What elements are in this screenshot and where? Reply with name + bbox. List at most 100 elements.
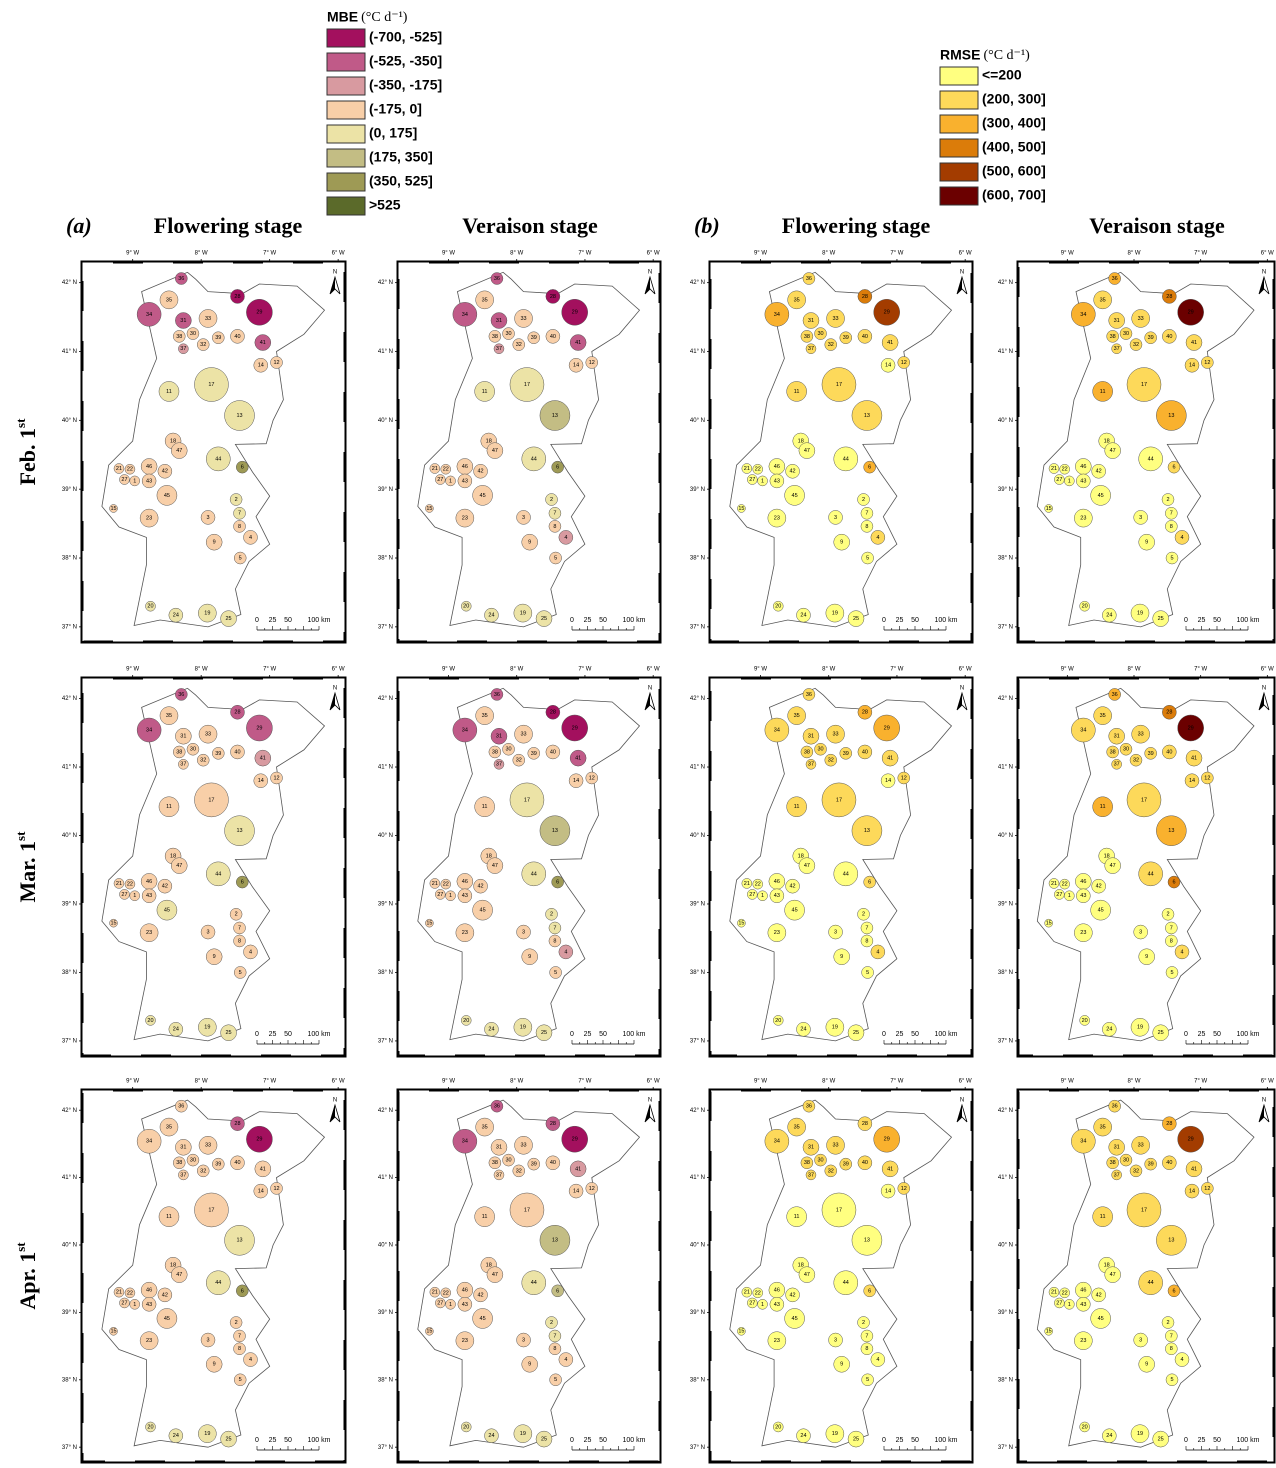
region-id: 21 <box>1051 1290 1057 1296</box>
region-id: 5 <box>1170 555 1173 561</box>
lat-tick-label: 39° N <box>690 902 705 908</box>
lon-tick-label: 8° W <box>510 667 523 673</box>
lat-tick-label: 38° N <box>378 1377 393 1383</box>
region-id: 37 <box>1114 346 1120 352</box>
region-id: 35 <box>1100 297 1106 303</box>
region-id: 28 <box>234 1121 240 1127</box>
lat-tick-label: 39° N <box>62 1310 77 1316</box>
lon-tick-label: 8° W <box>195 1079 208 1085</box>
lat-tick-label: 37° N <box>690 624 705 630</box>
scale-label: 50 <box>911 617 919 624</box>
legend-label: >525 <box>369 197 401 213</box>
region-id: 2 <box>550 497 553 503</box>
region-id: 36 <box>178 1104 184 1110</box>
region-id: 19 <box>832 1025 838 1031</box>
map-panel: 3635343133282938303239403741141217111318… <box>998 251 1274 642</box>
region-id: 4 <box>1180 535 1183 541</box>
region-id: 25 <box>853 616 859 622</box>
region-id: 12 <box>1204 1186 1210 1192</box>
region-id: 9 <box>213 540 216 546</box>
region-id: 44 <box>843 1280 849 1286</box>
scale-label: 50 <box>1213 1031 1221 1038</box>
region-id: 33 <box>205 732 211 738</box>
region-id: 47 <box>492 448 498 454</box>
region-id: 32 <box>1133 1168 1139 1174</box>
region-id: 41 <box>575 340 581 346</box>
region-id: 40 <box>862 749 868 755</box>
region-id: 31 <box>180 1145 186 1151</box>
region-id: 9 <box>528 1362 531 1368</box>
lat-tick-label: 40° N <box>62 833 77 839</box>
region-id: 29 <box>572 1137 578 1143</box>
region-id: 1 <box>449 893 452 899</box>
region-id: 12 <box>589 775 595 781</box>
region-id: 7 <box>865 925 868 931</box>
region-id: 23 <box>146 930 152 936</box>
region-id: 45 <box>480 908 486 914</box>
region-id: 12 <box>901 775 907 781</box>
legend-label: <=200 <box>982 67 1022 83</box>
region-id: 21 <box>116 1290 122 1296</box>
region-id: 30 <box>505 747 511 753</box>
north-label: N <box>648 270 652 276</box>
region-id: 12 <box>1204 360 1210 366</box>
region-id: 41 <box>1191 1166 1197 1172</box>
lat-tick-label: 41° N <box>690 349 705 355</box>
region-id: 14 <box>573 778 579 784</box>
region-id: 8 <box>553 938 556 944</box>
region-id: 35 <box>794 297 800 303</box>
region-id: 47 <box>804 863 810 869</box>
scale-label: 25 <box>1198 617 1206 624</box>
region-id: 20 <box>775 1018 781 1024</box>
region-id: 20 <box>463 604 469 610</box>
lat-tick-label: 42° N <box>998 280 1013 286</box>
region-id: 24 <box>173 1027 179 1033</box>
region-id: 27 <box>1056 1300 1062 1306</box>
region-id: 45 <box>164 493 170 499</box>
region-id: 43 <box>774 1302 780 1308</box>
region-id: 47 <box>492 863 498 869</box>
scale-label: 0 <box>882 617 886 624</box>
scale-label: 0 <box>570 1437 574 1444</box>
region-id: 39 <box>215 335 221 341</box>
lon-tick-label: 8° W <box>195 251 208 257</box>
lat-tick-label: 38° N <box>690 1377 705 1383</box>
lon-tick-label: 9° W <box>126 667 139 673</box>
region-id: 6 <box>1172 465 1175 471</box>
region-id: 23 <box>146 516 152 522</box>
region-id: 43 <box>1080 893 1086 899</box>
region-id: 6 <box>868 880 871 886</box>
region-id: 15 <box>426 921 432 927</box>
region-id: 1 <box>133 1302 136 1308</box>
region-id: 15 <box>1046 921 1052 927</box>
region-id: 41 <box>1191 756 1197 762</box>
region-id: 13 <box>552 413 558 419</box>
region-id: 38 <box>492 749 498 755</box>
region-id: 11 <box>482 389 488 395</box>
region-id: 31 <box>496 734 502 740</box>
lat-tick-label: 37° N <box>998 1445 1013 1451</box>
lat-tick-label: 38° N <box>62 556 77 562</box>
legend-title: MBE <box>327 9 358 25</box>
region-id: 35 <box>482 1125 488 1131</box>
lon-tick-label: 6° W <box>1261 251 1274 257</box>
region-id: 17 <box>1141 797 1147 803</box>
region-id: 4 <box>249 1357 252 1363</box>
region-id: 12 <box>1204 775 1210 781</box>
lat-tick-label: 40° N <box>378 418 393 424</box>
map-panel: 3635343133282938303239403741141217111318… <box>378 1079 660 1462</box>
region-id: 32 <box>200 1168 206 1174</box>
scale-label: 0 <box>1184 1031 1188 1038</box>
region-id: 43 <box>1080 1302 1086 1308</box>
region-id: 33 <box>832 732 838 738</box>
region-id: 14 <box>573 363 579 369</box>
region-id: 39 <box>1148 1162 1154 1168</box>
region-id: 27 <box>121 892 127 898</box>
region-id: 47 <box>492 1272 498 1278</box>
region-id: 6 <box>868 1288 871 1294</box>
lat-tick-label: 38° N <box>62 970 77 976</box>
region-id: 9 <box>1145 540 1148 546</box>
region-id: 28 <box>1166 294 1172 300</box>
region-id: 31 <box>808 1145 814 1151</box>
region-id: 30 <box>1123 747 1129 753</box>
